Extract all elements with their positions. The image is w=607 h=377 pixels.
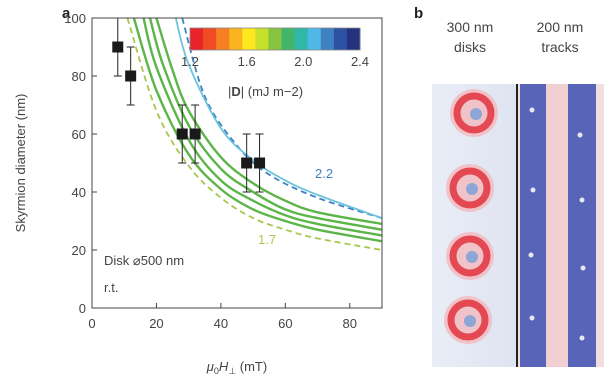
track-skyrmion-1 — [577, 132, 583, 138]
y-tick-label-3: 60 — [72, 127, 86, 142]
disks-title-line1: 300 nm — [447, 19, 494, 35]
skyrmion-disk-2 — [446, 232, 494, 280]
colorbar-swatch-4 — [242, 28, 256, 50]
colorbar-tick-0: 1.2 — [181, 54, 199, 69]
data-point-3 — [189, 104, 201, 164]
tracks-title-line2: tracks — [541, 39, 578, 55]
curve-4 — [142, 18, 382, 237]
colorbar-label: |D| (mJ m−2) — [228, 84, 303, 99]
disks-image — [432, 84, 516, 367]
track-skyrmion-6 — [529, 315, 535, 321]
colorbar: 1.2 1.6 2.0 2.4 — [181, 27, 369, 69]
y-tick-label-2: 40 — [72, 185, 86, 200]
curve-6 — [126, 18, 382, 251]
x-tick-label-0: 0 — [88, 316, 95, 331]
x-axis-label: μ0H⊥ (mT) — [206, 359, 267, 376]
colorbar-swatch-0 — [190, 28, 204, 50]
y-axis-label: Skyrmion diameter (nm) — [13, 94, 28, 233]
data-point-2 — [176, 104, 188, 164]
skyrmion-disk-0 — [450, 89, 498, 137]
colorbar-swatch-6 — [268, 28, 283, 50]
skyrmion-disk-1 — [446, 164, 494, 212]
y-tick-label-5: 100 — [64, 11, 86, 26]
track-skyrmion-0 — [529, 107, 535, 113]
data-point-5 — [254, 133, 266, 193]
curve-1 — [174, 18, 382, 219]
track-skyrmion-2 — [530, 187, 536, 193]
colorbar-swatch-9 — [307, 28, 322, 50]
tracks-title-line1: 200 nm — [537, 19, 584, 35]
colorbar-swatch-2 — [216, 28, 230, 50]
colorbar-swatch-1 — [203, 28, 217, 50]
curve-label-2-2: 2.2 — [315, 166, 333, 181]
curve-label-1-7: 1.7 — [258, 232, 276, 247]
curve-5 — [132, 18, 382, 243]
tracks-image — [518, 84, 604, 367]
data-points — [112, 17, 266, 193]
colorbar-tick-1: 1.6 — [238, 54, 256, 69]
x-tick-label-2: 40 — [214, 316, 228, 331]
data-point-0 — [112, 17, 124, 77]
panel-b-label: b — [414, 5, 423, 22]
curve-3 — [148, 18, 382, 231]
y-tick-label-4: 80 — [72, 69, 86, 84]
y-tick-label-0: 0 — [79, 301, 86, 316]
colorbar-swatch-8 — [294, 28, 309, 50]
disk-note: Disk ⌀500 nm — [104, 253, 184, 268]
track-skyrmion-5 — [580, 265, 586, 271]
colorbar-swatch-11 — [333, 28, 348, 50]
plot-frame — [91, 17, 383, 309]
temperature-note: r.t. — [104, 280, 118, 295]
data-point-1 — [125, 46, 137, 106]
colorbar-tick-2: 2.0 — [294, 54, 312, 69]
colorbar-tick-3: 2.4 — [351, 54, 369, 69]
colorbar-swatch-3 — [229, 28, 243, 50]
skyrmion-disk-3 — [444, 296, 492, 344]
colorbar-swatch-10 — [320, 28, 335, 50]
colorbar-swatch-12 — [346, 28, 361, 50]
track-skyrmion-3 — [579, 197, 585, 203]
curve-2 — [155, 18, 382, 226]
data-point-4 — [241, 133, 253, 193]
panel-a-label: a — [62, 5, 71, 22]
colorbar-swatch-5 — [255, 28, 269, 50]
track-skyrmion-7 — [579, 335, 585, 341]
disks-title-line2: disks — [454, 39, 486, 55]
y-tick-label-1: 20 — [72, 243, 86, 258]
x-tick-label-4: 80 — [343, 316, 357, 331]
track-skyrmion-4 — [528, 252, 534, 258]
colorbar-swatch-7 — [281, 28, 296, 50]
x-tick-label-1: 20 — [149, 316, 163, 331]
x-tick-label-3: 60 — [278, 316, 292, 331]
curves — [126, 18, 382, 251]
